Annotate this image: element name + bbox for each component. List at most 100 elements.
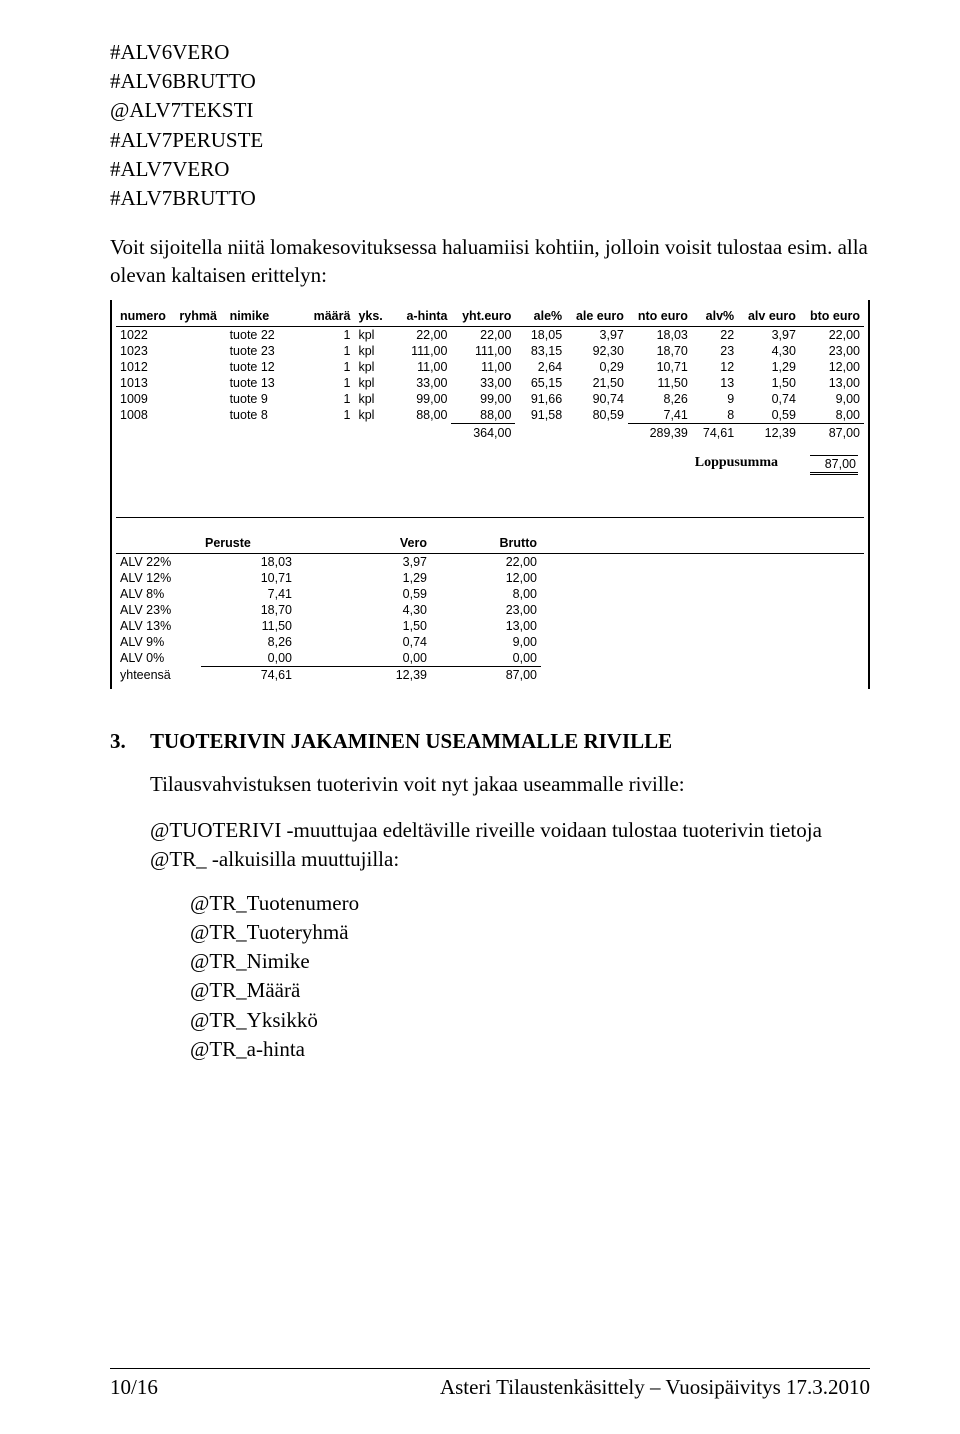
alv-value: 3,97: [296, 553, 431, 570]
code-line: @ALV7TEKSTI: [110, 98, 870, 123]
table-cell: 7,41: [628, 407, 692, 424]
table-cell: 1013: [116, 375, 175, 391]
col-ntoeuro: nto euro: [628, 306, 692, 327]
footer-page-number: 10/16: [110, 1375, 158, 1400]
alv-value: 10,71: [201, 570, 296, 586]
table-row: 1008tuote 81kpl88,0088,0091,5880,597,418…: [116, 407, 864, 424]
table-cell: 8,00: [800, 407, 864, 424]
table-cell: tuote 13: [226, 375, 305, 391]
col-yks: yks.: [354, 306, 391, 327]
table-cell: 11,50: [628, 375, 692, 391]
alv-value: 9,00: [431, 634, 541, 650]
table-cell: 1: [305, 326, 354, 343]
total-bto: 87,00: [800, 423, 864, 441]
col-aleeuro: ale euro: [566, 306, 628, 327]
table-cell: 91,66: [515, 391, 566, 407]
table-cell: 9: [692, 391, 738, 407]
table-cell: kpl: [354, 326, 391, 343]
alv-label: ALV 22%: [116, 553, 201, 570]
summary-row: ALV 23%18,704,3023,00: [116, 602, 864, 618]
table-cell: kpl: [354, 391, 391, 407]
table-cell: 1: [305, 343, 354, 359]
section3-para1: Tilausvahvistuksen tuoterivin voit nyt j…: [150, 770, 870, 798]
alv-value: 23,00: [431, 602, 541, 618]
alv-value: 22,00: [431, 553, 541, 570]
summary-total-row: yhteensä74,6112,3987,00: [116, 666, 864, 683]
alv-label: ALV 9%: [116, 634, 201, 650]
col-alepct: ale%: [515, 306, 566, 327]
code-line: #ALV6BRUTTO: [110, 69, 870, 94]
tr-var: @TR_Tuoteryhmä: [190, 920, 870, 945]
code-line: #ALV6VERO: [110, 40, 870, 65]
table-cell: 22,00: [800, 326, 864, 343]
table-cell: [175, 343, 225, 359]
table-cell: 80,59: [566, 407, 628, 424]
table-cell: 111,00: [392, 343, 452, 359]
table-cell: 18,70: [628, 343, 692, 359]
paragraph-intro: Voit sijoitella niitä lomakesovituksessa…: [110, 233, 870, 290]
col-maara: määrä: [305, 306, 354, 327]
table-cell: 12,00: [800, 359, 864, 375]
table-cell: 22: [692, 326, 738, 343]
alv-value: 0,00: [431, 650, 541, 667]
summary-row: ALV 22%18,033,9722,00: [116, 553, 864, 570]
table-cell: 18,03: [628, 326, 692, 343]
table-cell: [175, 375, 225, 391]
tr-variable-list: @TR_Tuotenumero @TR_Tuoteryhmä @TR_Nimik…: [110, 891, 870, 1062]
alv-value: 74,61: [201, 666, 296, 683]
col-peruste: Peruste: [201, 522, 296, 554]
table-cell: 1009: [116, 391, 175, 407]
alv-label: ALV 13%: [116, 618, 201, 634]
table-cell: 1,50: [738, 375, 800, 391]
code-line: #ALV7VERO: [110, 157, 870, 182]
table-cell: kpl: [354, 407, 391, 424]
summary-row: ALV 12%10,711,2912,00: [116, 570, 864, 586]
table-cell: 13: [692, 375, 738, 391]
table-cell: 13,00: [800, 375, 864, 391]
total-nto: 289,39: [628, 423, 692, 441]
totals-row: 364,00 289,39 74,61 12,39 87,00: [116, 423, 864, 441]
table-cell: 92,30: [566, 343, 628, 359]
summary-row: ALV 13%11,501,5013,00: [116, 618, 864, 634]
table-cell: 0,29: [566, 359, 628, 375]
table-cell: 18,05: [515, 326, 566, 343]
table-cell: 11,00: [451, 359, 515, 375]
table-cell: 1: [305, 407, 354, 424]
alv-value: 0,00: [296, 650, 431, 667]
col-blank: [116, 522, 201, 554]
col-ryhma: ryhmä: [175, 306, 225, 327]
alv-summary-table: Peruste Vero Brutto ALV 22%18,033,9722,0…: [116, 522, 864, 683]
table2-header-row: Peruste Vero Brutto: [116, 522, 864, 554]
alv-label: ALV 23%: [116, 602, 201, 618]
alv-value: 18,70: [201, 602, 296, 618]
table-cell: 1022: [116, 326, 175, 343]
summary-row: ALV 9%8,260,749,00: [116, 634, 864, 650]
table-cell: [175, 407, 225, 424]
summary-row: ALV 8%7,410,598,00: [116, 586, 864, 602]
table-cell: kpl: [354, 375, 391, 391]
loppusumma-row: Loppusumma 87,00: [116, 455, 864, 475]
table-cell: tuote 22: [226, 326, 305, 343]
section-title: TUOTERIVIN JAKAMINEN USEAMMALLE RIVILLE: [150, 729, 672, 753]
alv-value: 7,41: [201, 586, 296, 602]
table-cell: 8,26: [628, 391, 692, 407]
table-cell: 9,00: [800, 391, 864, 407]
table-cell: 1,29: [738, 359, 800, 375]
col-vero: Vero: [296, 522, 431, 554]
table-header-row: numero ryhmä nimike määrä yks. a-hinta y…: [116, 306, 864, 327]
table-row: 1009tuote 91kpl99,0099,0091,6690,748,269…: [116, 391, 864, 407]
tr-var: @TR_Tuotenumero: [190, 891, 870, 916]
table-cell: 22,00: [392, 326, 452, 343]
table-row: 1013tuote 131kpl33,0033,0065,1521,5011,5…: [116, 375, 864, 391]
table-cell: 10,71: [628, 359, 692, 375]
table-cell: kpl: [354, 343, 391, 359]
table-row: 1012tuote 121kpl11,0011,002,640,2910,711…: [116, 359, 864, 375]
table-cell: 4,30: [738, 343, 800, 359]
table-cell: 99,00: [392, 391, 452, 407]
total-alv-left: 74,61: [692, 423, 738, 441]
table-cell: tuote 9: [226, 391, 305, 407]
table-cell: tuote 8: [226, 407, 305, 424]
alv-label: ALV 8%: [116, 586, 201, 602]
code-line: #ALV7BRUTTO: [110, 186, 870, 211]
table-cell: 65,15: [515, 375, 566, 391]
